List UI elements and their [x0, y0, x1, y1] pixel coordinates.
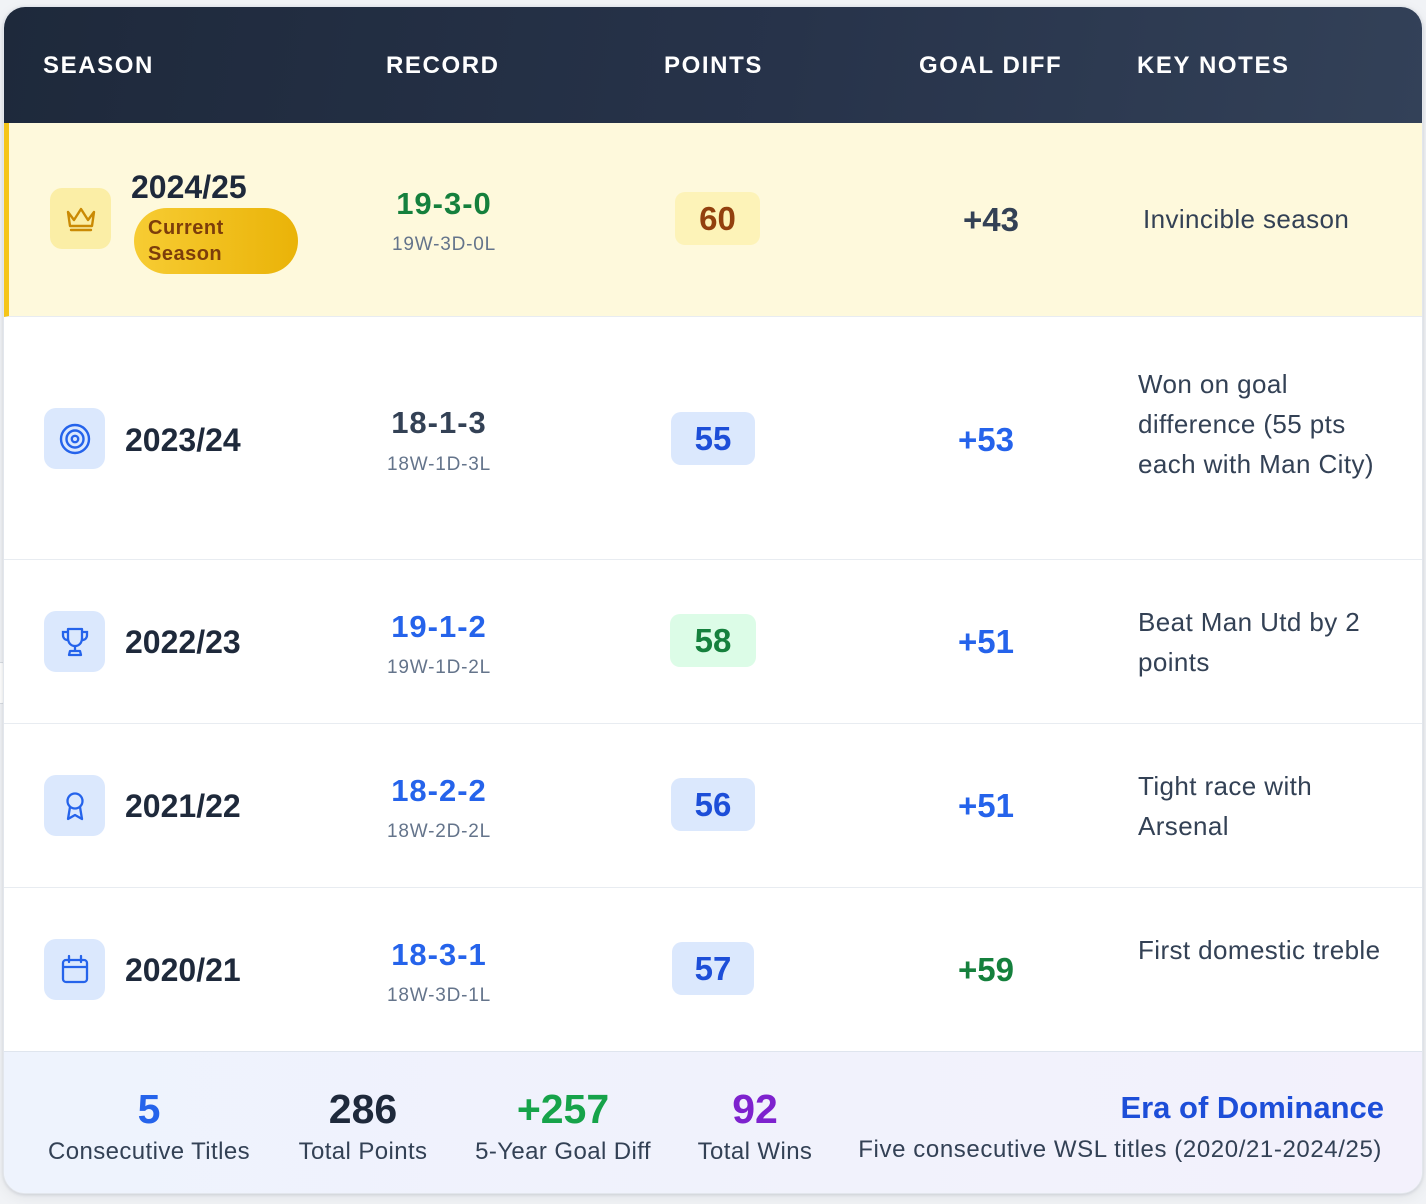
- table-row-2023-24[interactable]: 2023/24 18-1-3 18W-1D-3L 55 +53 Won on g…: [4, 317, 1422, 560]
- season-label: 2020/21: [125, 952, 241, 988]
- stat-total-points-label: Total Points: [298, 1138, 428, 1165]
- key-note: Tight race with Arsenal: [1138, 771, 1313, 841]
- points-badge: 58: [670, 614, 756, 667]
- stat-consecutive-titles-label: Consecutive Titles: [48, 1138, 250, 1165]
- table-row-2024-25[interactable]: 2024/25 Current Season 19-3-0 19W-3D-0L …: [4, 123, 1422, 317]
- goal-diff-value: +51: [958, 623, 1014, 660]
- season-label: 2024/25: [131, 169, 247, 205]
- points-badge: 56: [671, 778, 755, 831]
- points-badge: 60: [675, 192, 760, 245]
- record-value: 18-2-2: [391, 773, 487, 808]
- table-row-2020-21[interactable]: 2020/21 18-3-1 18W-3D-1L 57 +59 First do…: [4, 888, 1422, 1051]
- stat-total-points-value: 286: [328, 1086, 398, 1132]
- header-goal-diff[interactable]: GOAL DIFF: [919, 52, 1063, 79]
- header-key-notes[interactable]: KEY NOTES: [1137, 52, 1290, 79]
- record-value: 18-1-3: [391, 405, 487, 440]
- goal-diff-value: +59: [958, 951, 1014, 988]
- table-header: SEASON RECORD POINTS GOAL DIFF KEY NOTES: [4, 7, 1422, 123]
- header-points[interactable]: POINTS: [664, 52, 763, 79]
- target-icon: [44, 408, 105, 469]
- summary-footer: 5 Consecutive Titles 286 Total Points +2…: [4, 1051, 1422, 1193]
- season-label: 2022/23: [125, 624, 241, 660]
- record-value: 19-1-2: [391, 609, 487, 644]
- record-detail: 18W-1D-3L: [387, 454, 491, 475]
- key-note: Invincible season: [1143, 204, 1350, 234]
- stat-goal-diff-label: 5-Year Goal Diff: [475, 1138, 651, 1165]
- header-record[interactable]: RECORD: [386, 52, 500, 79]
- key-note: Beat Man Utd by 2 points: [1138, 607, 1361, 677]
- record-detail: 19W-3D-0L: [392, 234, 496, 255]
- record-detail: 19W-1D-2L: [387, 657, 491, 678]
- record-detail: 18W-2D-2L: [387, 821, 491, 842]
- header-season[interactable]: SEASON: [43, 52, 154, 79]
- record-value: 18-3-1: [391, 937, 487, 972]
- goal-diff-value: +51: [958, 787, 1014, 824]
- record-detail: 18W-3D-1L: [387, 985, 491, 1006]
- goal-diff-value: +43: [963, 201, 1019, 238]
- points-badge: 55: [671, 412, 755, 465]
- stat-consecutive-titles-value: 5: [137, 1086, 161, 1132]
- season-label: 2021/22: [125, 788, 241, 824]
- table-row-2021-22[interactable]: 2021/22 18-2-2 18W-2D-2L 56 +51 Tight ra…: [4, 724, 1422, 888]
- calendar-icon: [44, 939, 105, 1000]
- record-value: 19-3-0: [396, 186, 492, 221]
- table-row-2022-23[interactable]: 2022/23 19-1-2 19W-1D-2L 58 +51 Beat Man…: [4, 560, 1422, 724]
- stat-total-wins-value: 92: [732, 1086, 778, 1132]
- goal-diff-value: +53: [958, 421, 1014, 458]
- key-note: First domestic treble: [1138, 935, 1381, 965]
- award-ribbon-icon: [44, 775, 105, 836]
- crown-icon: [50, 188, 111, 249]
- trophy-icon: [44, 611, 105, 672]
- points-badge: 57: [672, 942, 754, 995]
- current-season-badge: Current Season: [134, 208, 298, 274]
- badge-line-2: Season: [148, 243, 223, 265]
- era-title: Era of Dominance: [1120, 1090, 1384, 1125]
- stat-goal-diff-value: +257: [516, 1086, 610, 1132]
- badge-line-1: Current: [148, 217, 224, 239]
- key-note: Won on goal difference (55 pts each with…: [1138, 369, 1374, 479]
- stat-total-wins-label: Total Wins: [697, 1138, 813, 1165]
- season-label: 2023/24: [125, 422, 241, 458]
- era-subtitle: Five consecutive WSL titles (2020/21-202…: [858, 1136, 1382, 1163]
- season-history-table: SEASON RECORD POINTS GOAL DIFF KEY NOTES…: [3, 6, 1423, 1194]
